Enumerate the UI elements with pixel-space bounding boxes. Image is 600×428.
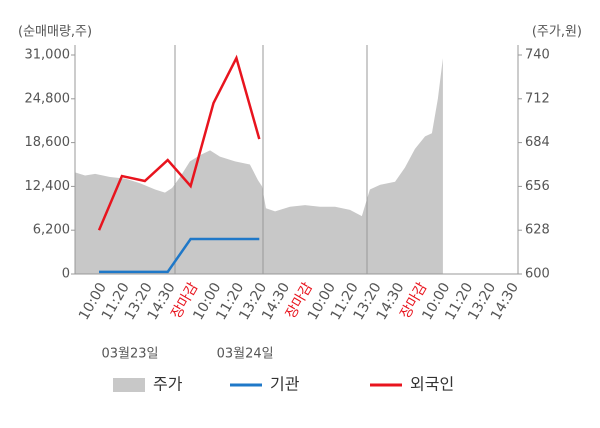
y2-tick-label: 684: [525, 135, 550, 150]
plot: [75, 58, 443, 274]
y-tick-label: 24,800: [25, 91, 71, 106]
y-axis-label: (순매매량,주): [18, 25, 92, 40]
y-tick-label: 12,400: [25, 179, 71, 194]
legend-label: 기관: [270, 375, 300, 394]
y-tick-label: 0: [62, 267, 70, 282]
series-line: [99, 237, 260, 274]
legend-swatch: [113, 378, 145, 392]
y2-tick-label: 740: [525, 48, 550, 63]
y2-tick-label: 712: [525, 91, 550, 106]
y2-axis-label: (주가,원): [532, 25, 582, 40]
date-label: 03월23일: [101, 347, 158, 362]
series-line: [97, 54, 261, 231]
date-label: 03월24일: [217, 347, 274, 362]
y2-tick-label: 600: [525, 267, 550, 282]
legend-label: 외국인: [410, 375, 454, 394]
y-tick-label: 31,000: [25, 48, 71, 63]
y2-tick-label: 656: [525, 179, 550, 194]
y-tick-label: 6,200: [33, 223, 70, 238]
y-tick-label: 18,600: [25, 135, 71, 150]
legend-label: 주가: [153, 375, 183, 394]
price-area: [75, 58, 443, 274]
y2-tick-label: 628: [525, 223, 550, 238]
